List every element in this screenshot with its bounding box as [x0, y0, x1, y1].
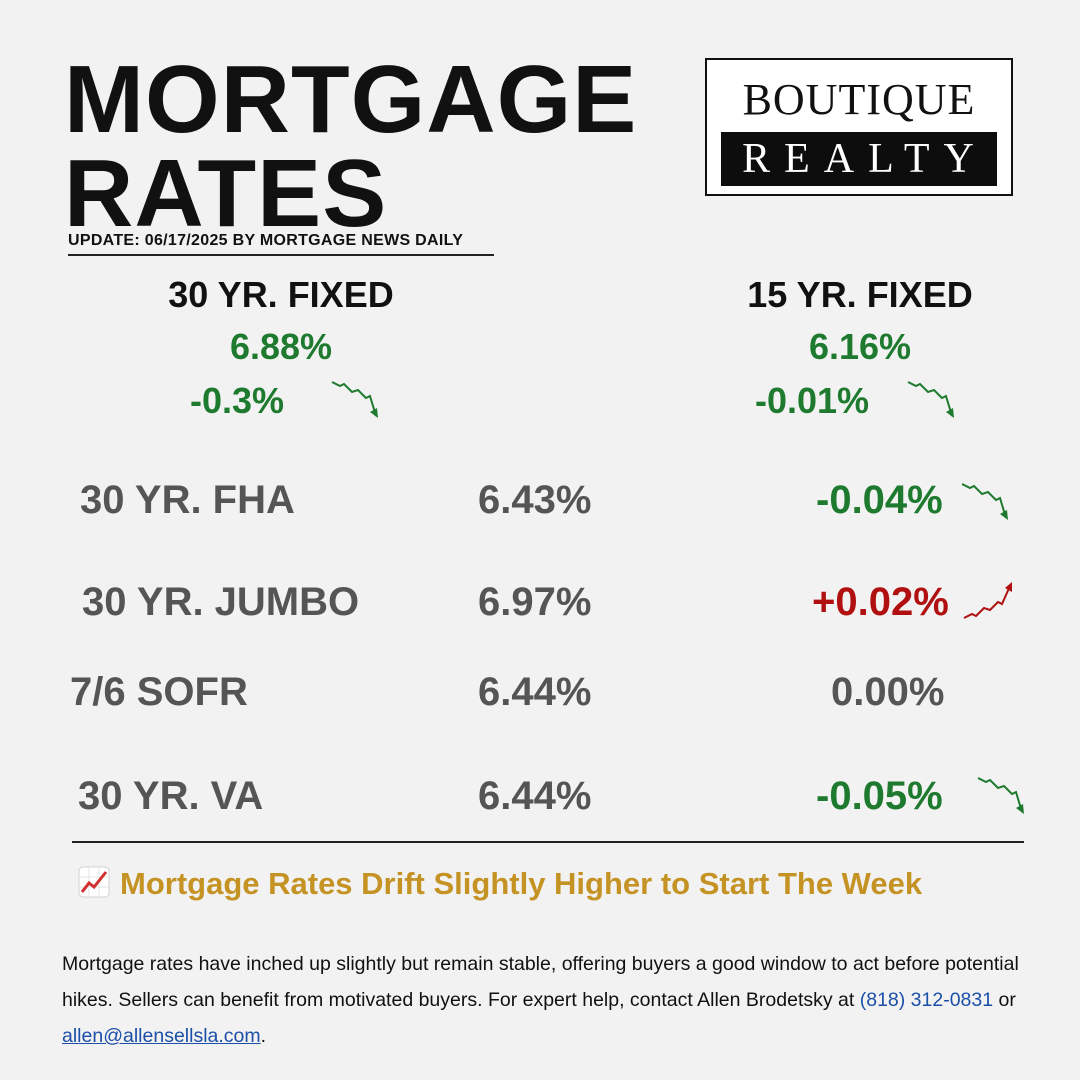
featured-15yr-label: 15 YR. FIXED — [747, 274, 973, 315]
trend-down-icon — [961, 483, 1008, 520]
row-rate-fha: 6.43% — [478, 478, 592, 522]
section-divider — [72, 841, 1024, 843]
trend-down-icon — [907, 381, 954, 418]
featured-15yr-rate: 6.16% — [808, 326, 912, 367]
featured-30yr-rate: 6.88% — [229, 326, 333, 367]
row-change-fha: -0.04% — [816, 478, 943, 522]
trend-up-icon — [963, 582, 1012, 619]
featured-15yr-change: -0.01% — [755, 380, 870, 421]
row-rate-va: 6.44% — [478, 774, 592, 818]
body-end: . — [260, 1025, 267, 1047]
headline-text: Mortgage Rates Drift Slightly Higher to … — [120, 866, 923, 901]
row-label-fha: 30 YR. FHA — [80, 478, 295, 522]
brand-logo: BOUTIQUE REALTY — [705, 58, 1013, 196]
headline: Mortgage Rates Drift Slightly Higher to … — [78, 866, 922, 902]
title-line-2: RATES — [64, 140, 388, 247]
featured-30yr-change: -0.3% — [190, 380, 285, 421]
row-change-va: -0.05% — [816, 774, 943, 818]
body-text: Mortgage rates have inched up slightly b… — [62, 953, 1019, 1011]
featured-30yr-label: 30 YR. FIXED — [168, 274, 394, 315]
trend-down-icon — [331, 381, 378, 418]
row-label-sofr: 7/6 SOFR — [70, 670, 248, 714]
body-paragraph: Mortgage rates have inched up slightly b… — [62, 946, 1022, 1054]
row-rate-jumbo: 6.97% — [478, 580, 592, 624]
logo-top-text: BOUTIQUE — [742, 75, 976, 124]
email-link[interactable]: allen@allensellsla.com — [62, 1025, 261, 1047]
trend-down-icon — [977, 777, 1024, 814]
title-line-1: MORTGAGE — [64, 46, 638, 153]
row-label-jumbo: 30 YR. JUMBO — [82, 580, 360, 624]
row-label-va: 30 YR. VA — [78, 774, 264, 818]
row-change-jumbo: +0.02% — [812, 580, 949, 624]
row-change-sofr: 0.00% — [831, 670, 945, 714]
update-line: UPDATE: 06/17/2025 BY MORTGAGE NEWS DAIL… — [68, 232, 494, 256]
row-rate-sofr: 6.44% — [478, 670, 592, 714]
chart-increasing-icon — [78, 866, 110, 898]
body-or: or — [993, 989, 1016, 1011]
phone-link[interactable]: (818) 312-0831 — [859, 989, 994, 1011]
logo-bottom-text: REALTY — [721, 132, 997, 186]
